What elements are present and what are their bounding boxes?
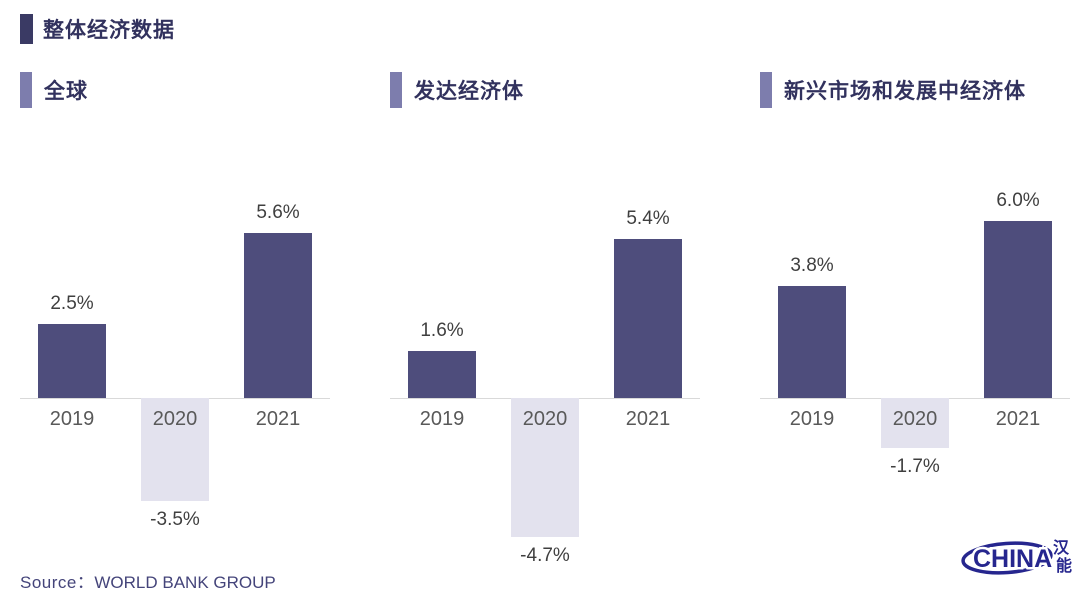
value-label-2019: 3.8% [790,254,834,276]
chart-emerging-markets-header: 新兴市场和发展中经济体 [760,70,1070,110]
chart-global-plot: 2.5% 2019 -3.5% 2020 5.6% 2021 [20,138,330,572]
chart-emerging-markets-plot: 3.8% 2019 -1.7% 2020 6.0% 2021 [760,138,1070,572]
chart-emerging-markets-title: 新兴市场和发展中经济体 [784,80,1026,103]
value-label-2020: -1.7% [890,456,940,478]
charts-grid: 全球 2.5% 2019 -3.5% 2020 5.6% 2021 发达经济体 1.6% 2… [20,70,1070,572]
value-label-2021: 5.4% [626,207,670,229]
title-marker [20,14,33,44]
page-title-row: 整体经济数据 [20,12,1070,46]
section-marker [20,72,32,108]
value-label-2020: -4.7% [520,544,570,566]
value-label-2021: 6.0% [996,190,1040,211]
year-label-2020: 2020 [892,408,938,430]
chart-advanced-economies: 发达经济体 1.6% 2019 -4.7% 2020 5.4% 2021 [390,70,700,572]
chart-global-header: 全球 [20,70,330,110]
year-label-2021: 2021 [995,408,1041,430]
year-label-2020: 2020 [152,408,198,430]
year-label-2019: 2019 [789,408,835,430]
source-label: Source： [20,573,95,592]
bar-2021 [244,232,312,398]
chart-global: 全球 2.5% 2019 -3.5% 2020 5.6% 2021 [20,70,330,572]
value-label-2019: 2.5% [50,293,94,315]
section-marker [390,72,402,108]
chart-global-title: 全球 [44,80,88,103]
section-marker [760,72,772,108]
logo-cn-char-bottom: 能 [1056,556,1072,575]
value-label-2020: -3.5% [150,509,200,531]
logo-china-text: CHINA [973,545,1052,573]
hanergy-china-logo: CHINA 汉 能 [960,527,1074,589]
year-label-2019: 2019 [49,408,95,430]
chart-emerging-markets: 新兴市场和发展中经济体 3.8% 2019 -1.7% 2020 6.0% 2021 [760,70,1070,572]
bar-2021 [614,238,682,398]
bar-2020 [141,398,209,502]
year-label-2019: 2019 [419,408,465,430]
source-line: Source：WORLD BANK GROUP [20,568,276,593]
year-label-2021: 2021 [625,408,671,430]
chart-advanced-economies-header: 发达经济体 [390,70,700,110]
chart-advanced-economies-title: 发达经济体 [414,80,524,103]
bar-2019 [408,350,476,398]
value-label-2019: 1.6% [420,319,464,341]
year-label-2020: 2020 [522,408,568,430]
bar-2019 [38,324,106,398]
bar-2020 [511,398,579,537]
page-title: 整体经济数据 [43,19,175,42]
bar-2020 [881,398,949,449]
bar-2021 [984,221,1052,398]
chart-advanced-economies-plot: 1.6% 2019 -4.7% 2020 5.4% 2021 [390,138,700,572]
value-label-2021: 5.6% [256,201,300,223]
logo-cn-char-top: 汉 [1053,538,1070,557]
bar-2019 [778,285,846,398]
year-label-2021: 2021 [255,408,301,430]
source-value: WORLD BANK GROUP [94,573,276,592]
hanergy-logo-graphic: CHINA 汉 能 [961,538,1072,576]
